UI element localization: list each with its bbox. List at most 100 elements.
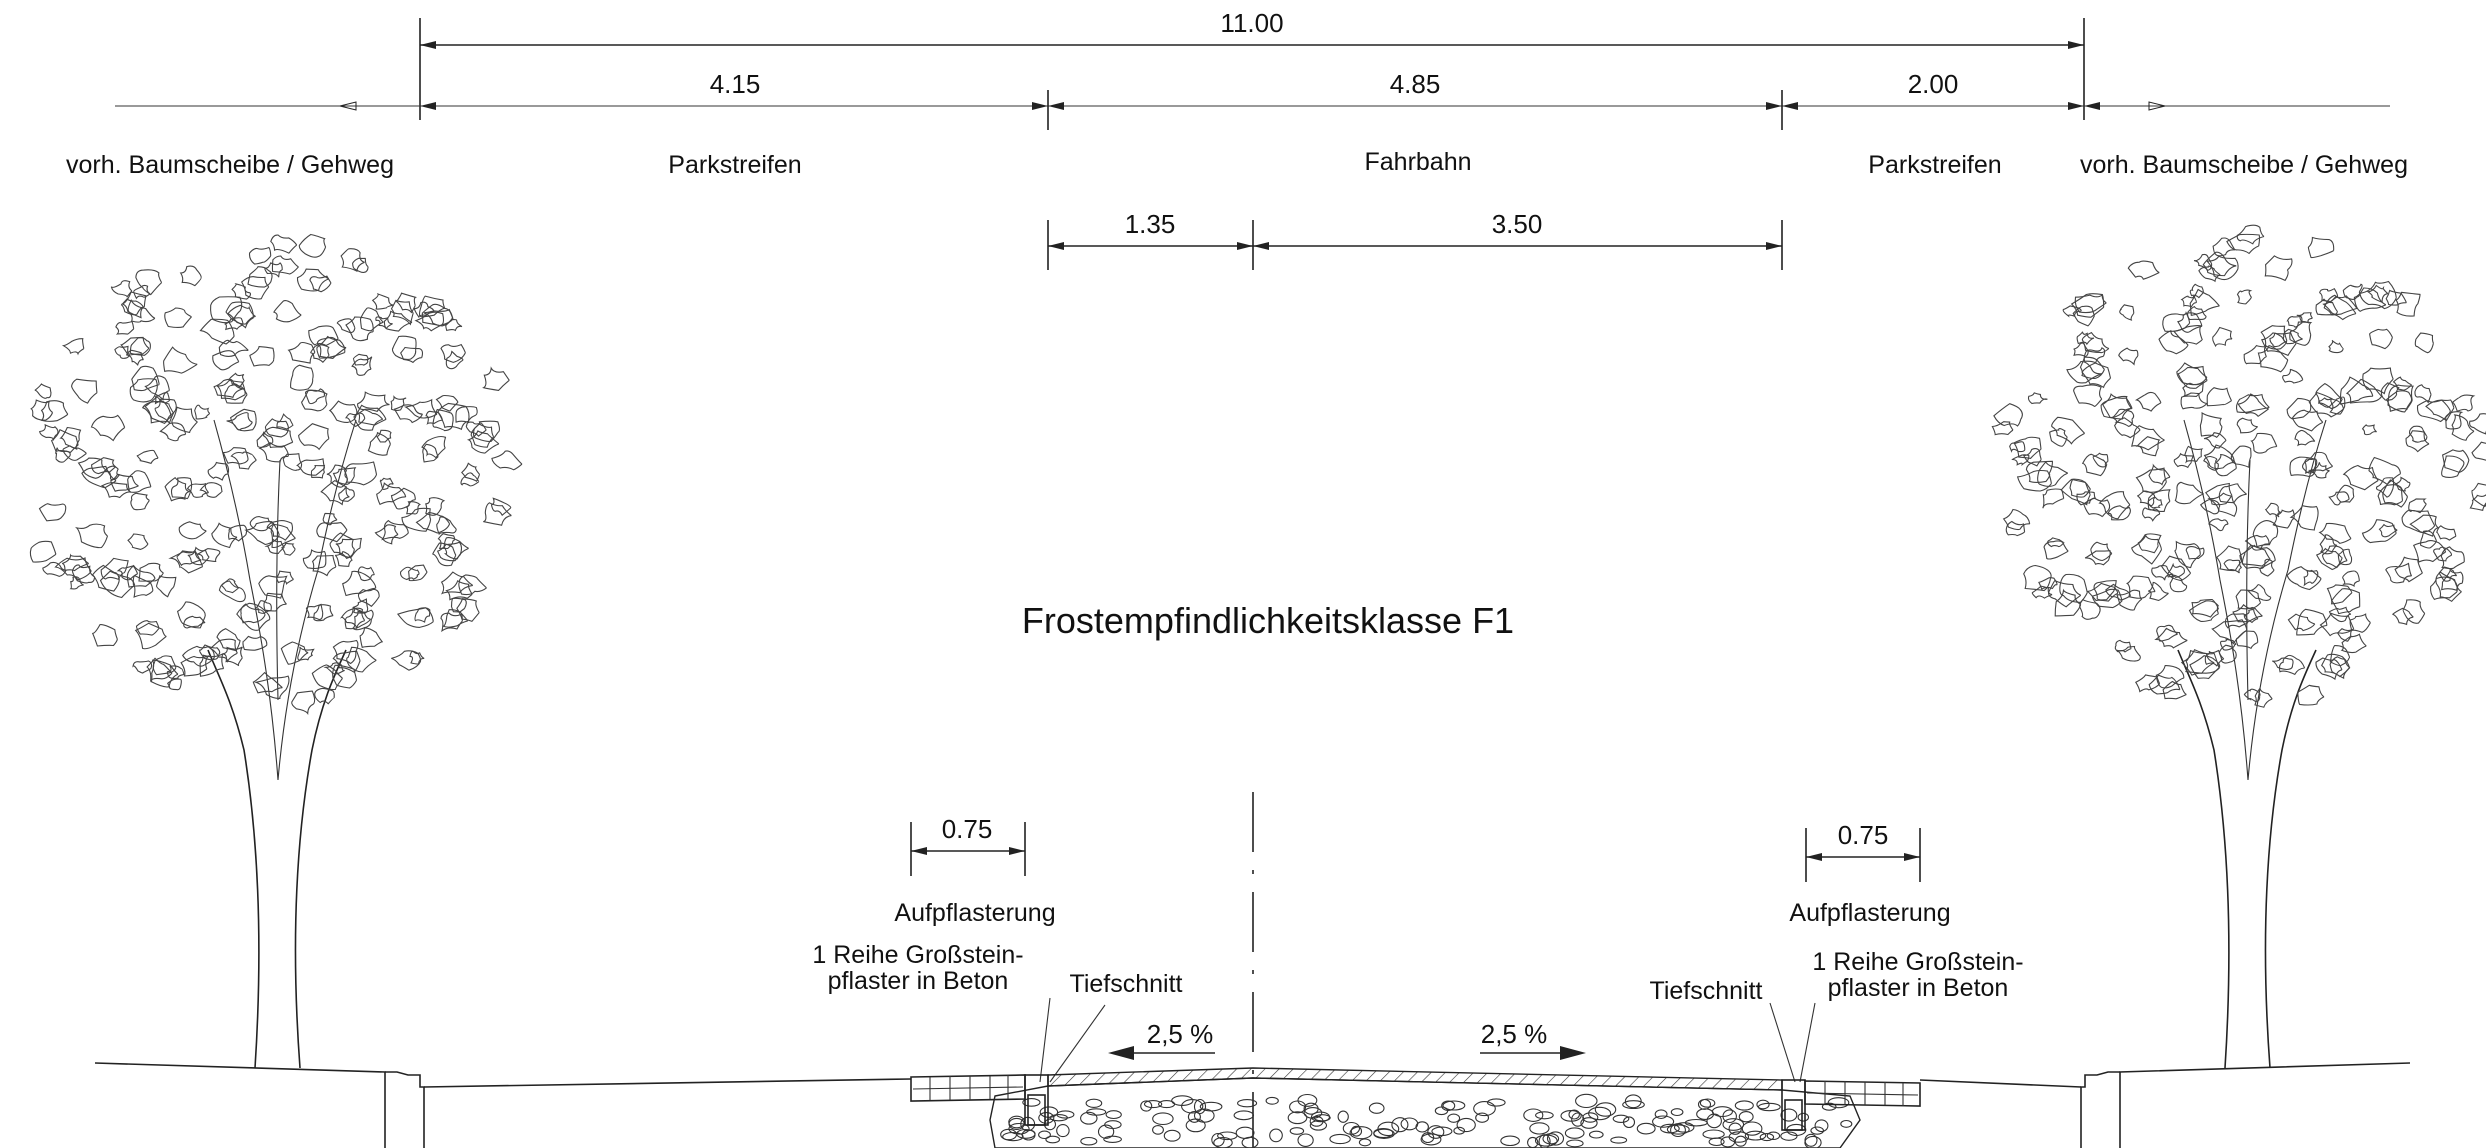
- gravel-stone: [1654, 1109, 1668, 1120]
- leaf-shape: [2113, 417, 2141, 439]
- leaf-shape: [2173, 452, 2195, 469]
- leaf-shape: [34, 383, 52, 399]
- leaf-shape: [2328, 339, 2344, 354]
- leaf-shape: [40, 400, 69, 422]
- leaf-shape: [455, 406, 478, 424]
- leaf-shape: [466, 430, 500, 454]
- leaf-shape: [2286, 315, 2303, 328]
- leaf-shape: [176, 601, 206, 629]
- leaf-shape: [2118, 347, 2139, 366]
- leaf-shape: [400, 346, 424, 364]
- zone-labels: vorh. Baumscheibe / Gehweg Parkstreifen …: [66, 148, 2408, 179]
- leaf-shape: [352, 353, 369, 366]
- gravel-stone: [1171, 1095, 1194, 1106]
- gravel-stone: [1523, 1108, 1544, 1122]
- leaf-shape: [379, 477, 394, 490]
- dim-lane-a-label: 1.35: [1125, 209, 1176, 239]
- leaf-shape: [91, 457, 116, 475]
- leaf-shape: [338, 487, 355, 502]
- leaf-shape: [2436, 525, 2457, 541]
- leaf-shape: [2023, 564, 2052, 592]
- gravel-stone: [1309, 1120, 1328, 1131]
- gravel-stone: [1342, 1121, 1361, 1135]
- leaf-shape: [187, 546, 210, 566]
- leaf-shape: [159, 422, 187, 442]
- leaf-shape: [2074, 293, 2107, 314]
- leaf-shape: [2206, 387, 2232, 407]
- leaf-shape: [2022, 448, 2042, 467]
- leaf-shape: [213, 378, 245, 398]
- gravel-stone: [1738, 1111, 1754, 1123]
- leaf-shape: [2329, 645, 2351, 667]
- leaf-shape: [442, 609, 469, 628]
- slope-left: 2,5 %: [1108, 1019, 1215, 1060]
- leaf-shape: [2002, 508, 2031, 531]
- leaf-shape: [290, 364, 314, 391]
- leaf-shape: [483, 502, 512, 526]
- gravel-stone: [1696, 1108, 1715, 1120]
- leaf-shape: [2315, 547, 2343, 571]
- leaf-shape: [390, 395, 407, 412]
- leaf-shape: [456, 598, 480, 622]
- leaf-shape: [271, 255, 299, 275]
- leaf-shape: [236, 602, 271, 631]
- leaf-shape: [77, 457, 106, 479]
- arrow-right-icon: [1560, 1046, 1586, 1060]
- leaf-shape: [332, 467, 357, 485]
- leaf-shape: [136, 449, 159, 465]
- leaf-shape: [314, 687, 335, 705]
- leaf-shape: [2174, 540, 2201, 569]
- leaf-shape: [2100, 395, 2132, 420]
- leaf-shape: [248, 246, 272, 265]
- leaf-shape: [2236, 417, 2258, 434]
- leaf-shape: [2368, 456, 2402, 486]
- leaf-shape: [225, 301, 255, 329]
- leaf-shape: [130, 492, 150, 511]
- leaf-shape: [2289, 505, 2319, 531]
- leaf-shape: [374, 524, 399, 545]
- leaf-shape: [445, 579, 473, 601]
- slope-right: 2,5 %: [1480, 1019, 1586, 1060]
- leaf-shape: [2282, 328, 2303, 345]
- gravel-stone: [1757, 1102, 1781, 1112]
- frost-class-title: Frostempfindlichkeitsklasse F1: [1022, 600, 1514, 641]
- leaf-shape: [335, 537, 363, 558]
- gravel-stone: [1797, 1112, 1810, 1122]
- leaf-shape: [461, 462, 481, 483]
- leaf-shape: [2220, 638, 2237, 651]
- gravel-stone: [1217, 1131, 1238, 1141]
- gravel-stone: [1766, 1131, 1781, 1141]
- leaf-shape: [29, 540, 57, 563]
- dim-paving-right-label: 0.75: [1838, 820, 1889, 850]
- leaf-shape: [340, 248, 365, 272]
- leaf-shape: [254, 600, 272, 614]
- leaf-shape: [212, 350, 240, 371]
- gravel-stone: [1670, 1123, 1686, 1138]
- dim-roadway-label: 4.85: [1390, 69, 1441, 99]
- leaf-shape: [316, 336, 347, 359]
- gravel-stone: [1152, 1125, 1164, 1135]
- leaf-shape: [2414, 332, 2434, 354]
- gravel-stone: [1211, 1132, 1225, 1147]
- leaf-shape: [414, 607, 431, 623]
- leaf-shape: [2172, 325, 2203, 345]
- gravel-stone: [1391, 1117, 1409, 1133]
- leaf-shape: [359, 307, 384, 332]
- leaf-shape: [296, 458, 326, 476]
- leaf-shape: [264, 418, 289, 438]
- leaf-shape: [326, 464, 349, 488]
- leaf-shape: [2307, 462, 2330, 479]
- gravel-stone: [1447, 1113, 1461, 1123]
- leaf-shape: [126, 349, 144, 366]
- leaf-shape: [2037, 461, 2069, 487]
- leaf-shape: [2203, 444, 2235, 470]
- leaf-shape: [2081, 362, 2112, 389]
- leaf-shape: [266, 520, 294, 541]
- leaf-shape: [351, 356, 373, 376]
- leaf-shape: [2286, 397, 2312, 420]
- leaf-shape: [62, 553, 89, 572]
- leaf-shape: [2328, 606, 2352, 623]
- leaf-shape: [334, 551, 353, 567]
- gravel-stone: [1636, 1122, 1656, 1135]
- leaf-shape: [311, 554, 337, 577]
